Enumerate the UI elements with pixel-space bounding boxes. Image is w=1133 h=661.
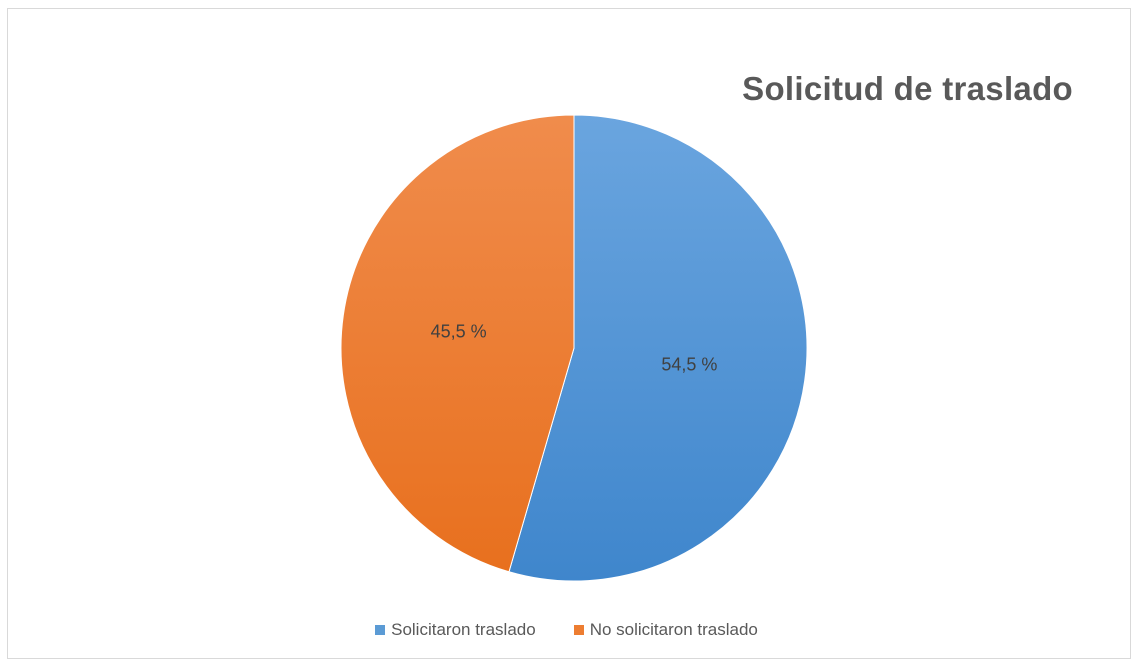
- legend-swatch-orange: [573, 625, 584, 635]
- slice-data-label: 54,5 %: [661, 354, 717, 374]
- legend-item-solicitaron: Solicitaron traslado: [375, 620, 536, 640]
- pie-slice-no-solicitaron: [340, 114, 575, 573]
- pie-slice-solicitaron: [508, 114, 808, 582]
- legend-item-no-solicitaron: No solicitaron traslado: [573, 620, 758, 640]
- legend-label: Solicitaron traslado: [391, 620, 536, 639]
- legend-swatch-blue: [375, 625, 386, 635]
- slice-data-label: 45,5 %: [431, 322, 487, 342]
- legend-label: No solicitaron traslado: [589, 620, 758, 639]
- legend: Solicitaron traslado No solicitaron tras…: [0, 620, 1133, 640]
- chart-title: Solicitud de traslado: [742, 70, 1073, 107]
